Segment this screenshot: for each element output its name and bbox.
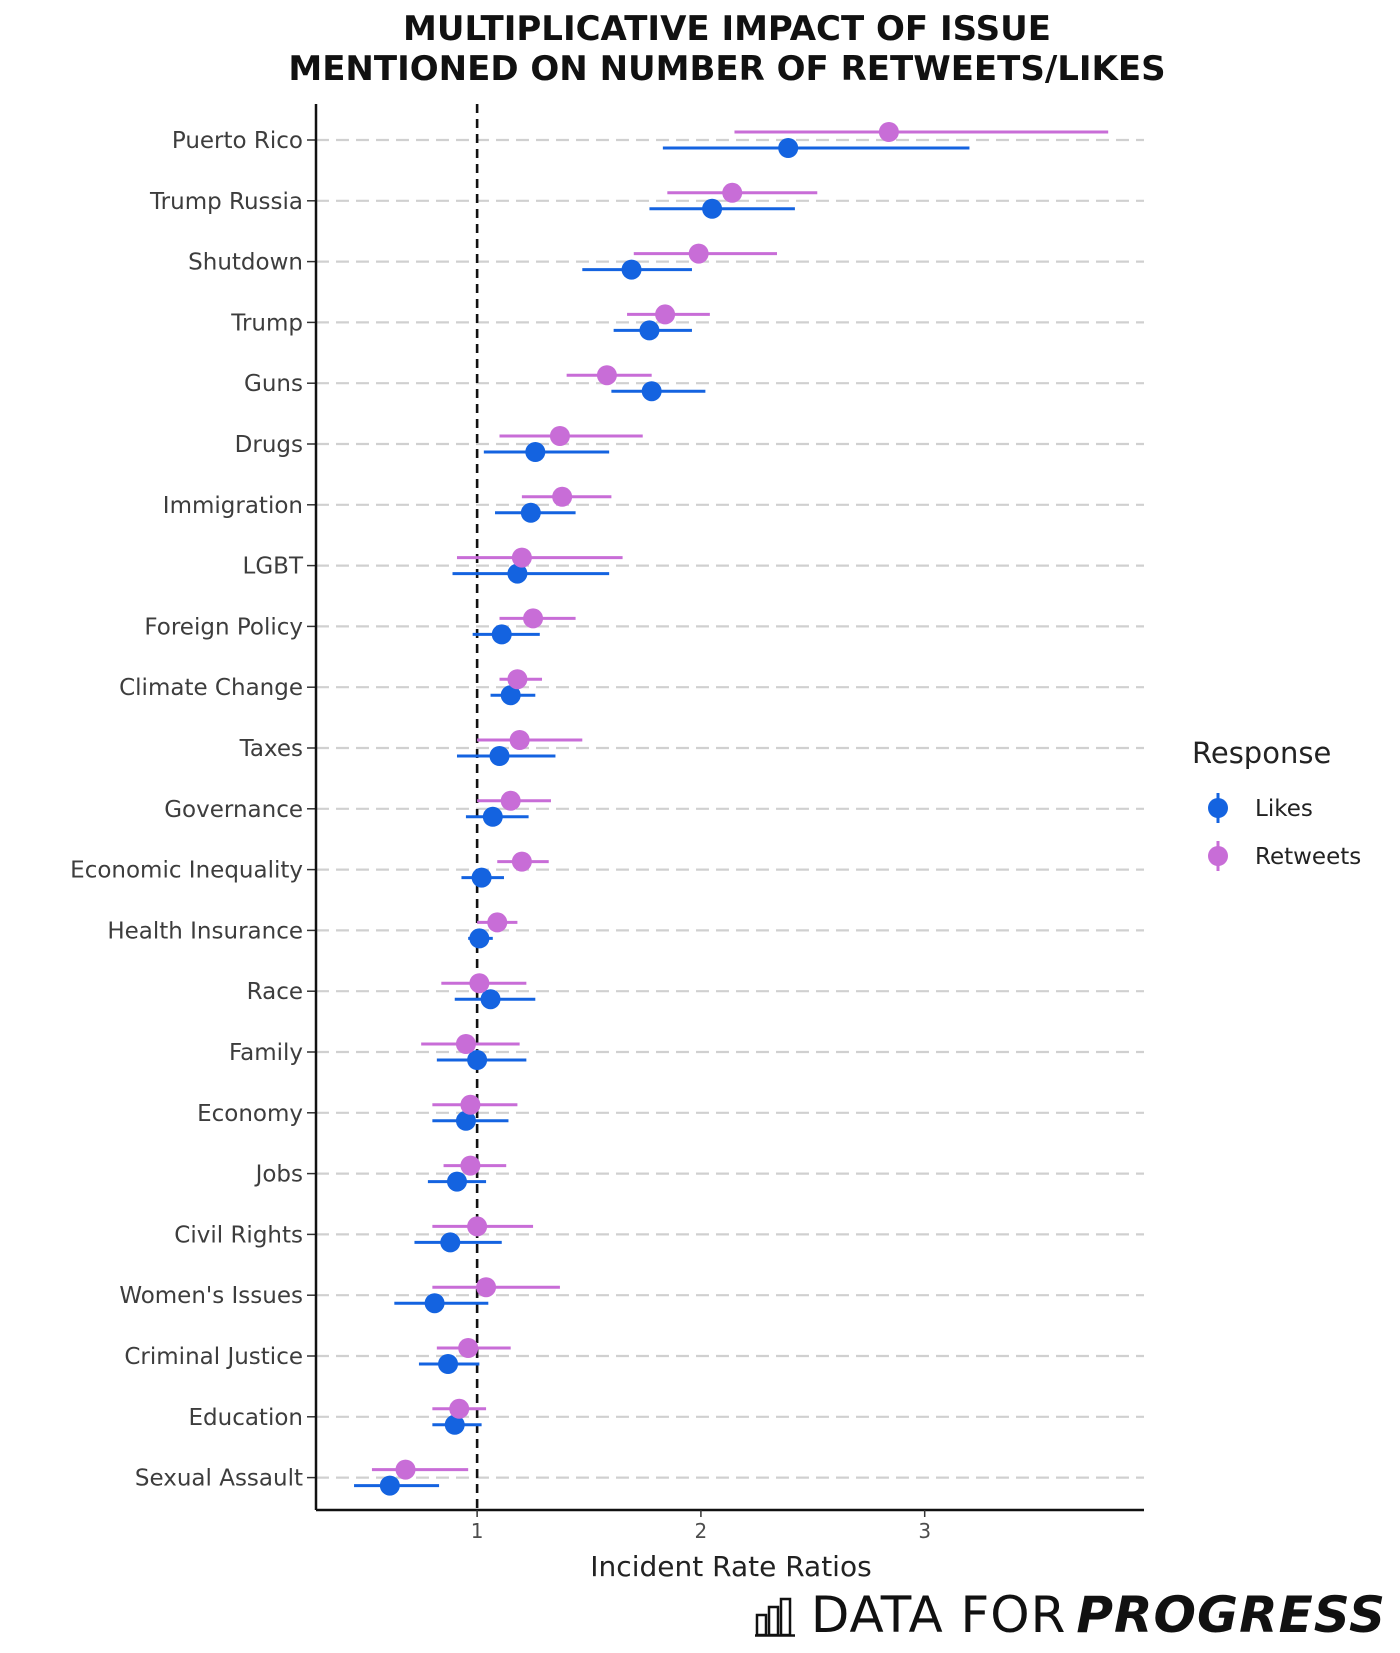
category-label: LGBT (243, 554, 304, 580)
data-point (491, 624, 512, 645)
data-point (489, 746, 510, 766)
logo-text-bold: PROGRESS (1076, 1586, 1386, 1644)
category-label: Shutdown (188, 250, 303, 276)
data-point (878, 122, 899, 142)
data-point (552, 486, 573, 507)
data-point (507, 563, 528, 584)
data-point (511, 547, 532, 568)
category-labels: Puerto Rico Trump Russia Shutdown Trump Guns… (70, 128, 304, 1492)
category-label: Civil Rights (174, 1222, 303, 1248)
data-point (395, 1459, 416, 1480)
category-label: Climate Change (119, 675, 303, 701)
category-label: Criminal Justice (124, 1344, 303, 1370)
data-point (482, 806, 503, 827)
category-label: Education (188, 1405, 303, 1431)
data-point (511, 851, 532, 872)
chart-title: MULTIPLICATIVE IMPACT OF ISSUE MENTIONED… (288, 9, 1165, 89)
x-tick-label: 2 (695, 1519, 708, 1543)
data-point (379, 1475, 400, 1496)
data-point (471, 867, 492, 888)
data-point (444, 1414, 465, 1435)
data-point (440, 1232, 461, 1253)
data-point (460, 1094, 481, 1115)
x-tick-label: 1 (471, 1519, 484, 1543)
data-point (467, 1216, 488, 1237)
category-label: Sexual Assault (135, 1466, 303, 1492)
legend-label: Retweets (1255, 844, 1361, 870)
data-point (458, 1338, 479, 1358)
data-point (621, 259, 642, 280)
data-point (467, 1050, 488, 1070)
data-point (438, 1354, 459, 1374)
data-point (487, 912, 508, 933)
legend: Response Likes Retweets (1192, 736, 1361, 871)
chart-title-line-2: MENTIONED ON NUMBER OF RETWEETS/LIKES (288, 49, 1165, 89)
category-label: Drugs (235, 432, 303, 458)
chart-title-line-1: MULTIPLICATIVE IMPACT OF ISSUE (403, 9, 1051, 49)
data-point (500, 790, 521, 811)
legend-title: Response (1192, 736, 1331, 770)
data-point (480, 989, 501, 1010)
data-point (525, 442, 546, 462)
category-label: Puerto Rico (172, 128, 303, 154)
category-label: Health Insurance (107, 918, 303, 944)
x-axis-title: Incident Rate Ratios (590, 1550, 871, 1583)
data-point (639, 320, 660, 341)
category-label: Taxes (239, 736, 303, 762)
data-point (476, 1277, 497, 1298)
data-marks (354, 122, 1109, 1496)
x-tick-labels: 1 2 3 (471, 1519, 931, 1543)
category-label: Family (229, 1040, 303, 1066)
data-for-progress-logo: DATA FOR PROGRESS (754, 1585, 1386, 1645)
data-point (500, 685, 521, 706)
category-label: Economic Inequality (70, 858, 303, 884)
data-point (722, 182, 743, 203)
data-point (469, 928, 490, 949)
data-point (449, 1398, 470, 1419)
category-label: Economy (197, 1101, 303, 1127)
bar-chart-icon (754, 1597, 795, 1637)
data-point (778, 138, 799, 158)
category-label: Guns (244, 371, 303, 397)
data-point (469, 973, 490, 994)
legend-key-point (1208, 846, 1228, 866)
data-point (460, 1155, 481, 1176)
x-tick-label: 3 (918, 1519, 931, 1543)
category-label: Race (247, 979, 303, 1005)
axes (307, 104, 1144, 1517)
category-label: Women's Issues (119, 1283, 303, 1309)
data-point (507, 669, 528, 690)
category-label: Governance (164, 797, 303, 823)
data-point (641, 381, 662, 402)
data-point (455, 1034, 476, 1054)
data-point (446, 1171, 467, 1192)
data-point (523, 608, 544, 629)
legend-label: Likes (1255, 796, 1313, 822)
category-label: Trump Russia (149, 189, 303, 215)
data-point (520, 502, 541, 523)
series-retweets (371, 122, 1109, 1480)
data-point (424, 1293, 445, 1314)
category-label: Trump (230, 310, 303, 336)
category-label: Jobs (254, 1162, 303, 1188)
legend-key-point (1208, 798, 1228, 818)
data-point (688, 243, 709, 264)
gridlines (316, 138, 1144, 1479)
data-point (596, 365, 617, 386)
category-label: Immigration (163, 493, 303, 519)
data-point (509, 730, 530, 750)
data-point (655, 304, 676, 325)
series-likes (354, 138, 970, 1496)
data-point (702, 198, 723, 219)
logo-text-light: DATA FOR (810, 1586, 1067, 1644)
data-point (455, 1110, 476, 1131)
category-label: Foreign Policy (144, 614, 303, 640)
data-point (549, 426, 570, 446)
